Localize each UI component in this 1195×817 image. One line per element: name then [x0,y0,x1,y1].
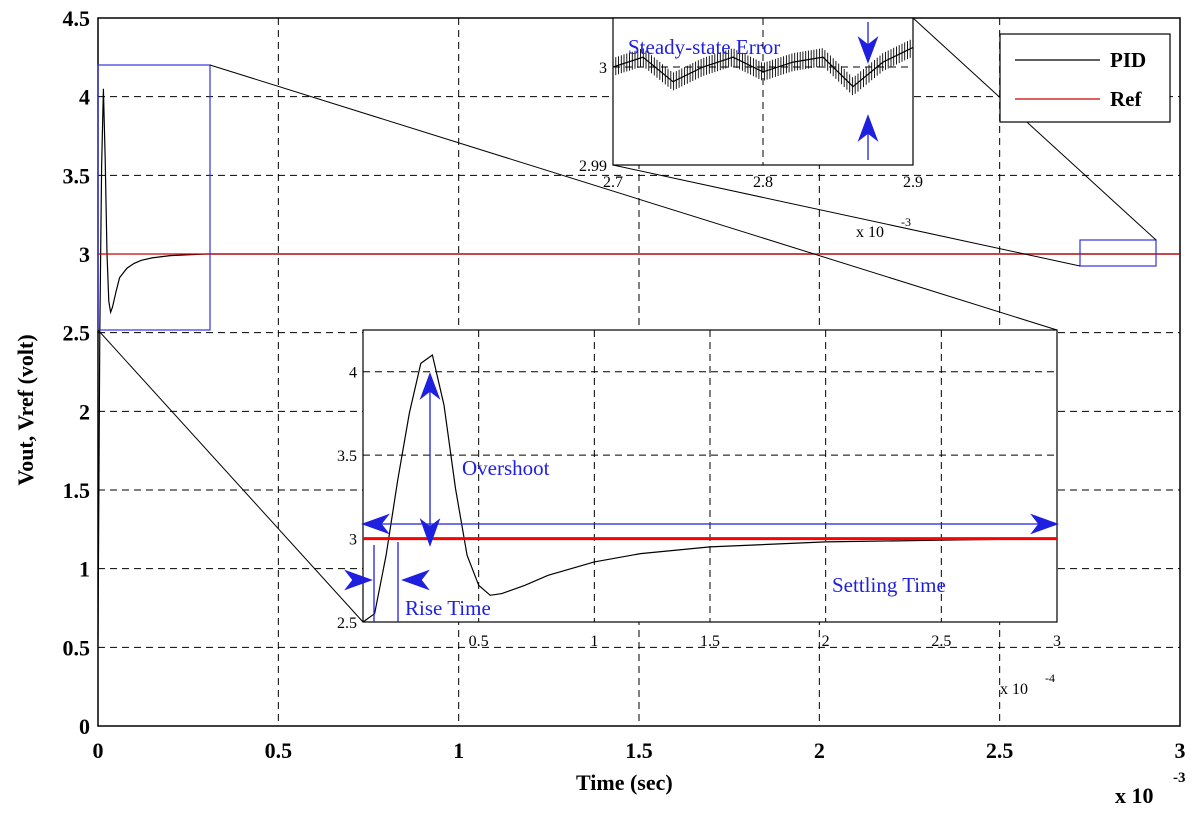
rise-time-arrowhead-left [344,569,373,591]
x-tick-label: 1.5 [625,738,653,763]
x-tick-label: 2.7 [603,174,623,191]
x-tick-label: 2.5 [931,633,951,650]
x-tick-label: 0.5 [265,738,293,763]
x-tick-label: 2.8 [753,174,773,191]
steady-state-arrowhead-bottom [857,114,879,142]
y-tick-label: 3 [599,60,607,77]
steady-state-arrows [857,22,879,160]
annotation-steady-state-error: Steady-state Error [628,35,780,59]
x-tick-label: 2 [822,633,830,650]
x-axis-multiplier: x 10 [1115,783,1154,808]
y-tick-label: 2.5 [337,615,357,632]
zoom-box-steady [1079,239,1157,267]
y-tick-label: 1 [79,557,90,582]
inset-steady-grid [613,18,913,165]
y-tick-label: 2 [79,399,90,424]
legend-label-pid: PID [1110,48,1146,72]
inset-steady-multiplier: x 10 [856,224,884,241]
y-tick-label: 3.5 [63,163,91,188]
x-tick-label: 3 [1053,633,1061,650]
inset-steady-xticks: 2.7 2.8 2.9 [603,174,923,191]
steady-state-arrowhead-top [857,36,879,64]
inset-settling-multiplier: x 10 [1000,681,1028,698]
y-tick-label: 2.5 [63,321,91,346]
zoom-connectors [97,17,1157,623]
rise-time-arrowhead-right [401,569,430,591]
y-tick-label: 0.5 [63,635,91,660]
x-tick-label: 3 [1175,738,1186,763]
y-tick-label: 1.5 [63,478,91,503]
inset-settling-series [362,353,1058,623]
annotation-settling-time: Settling Time [832,573,946,597]
inset-settling-xticks: 0.5 1 1.5 2 2.5 3 [469,633,1061,650]
connector-line [209,64,1058,331]
main-yticks: 0 0.5 1 1.5 2 2.5 3 3.5 4 4.5 [63,6,91,739]
connector-line [97,329,364,623]
x-axis-multiplier-exponent: -3 [1173,770,1186,786]
y-tick-label: 3 [349,532,357,549]
inset-settling-multiplier-exponent: -4 [1045,671,1055,685]
y-tick-label: 0 [79,714,90,739]
settling-arrowhead-left [361,513,390,535]
annotation-arrows [344,372,1059,622]
x-tick-label: 0 [93,738,104,763]
overshoot-arrowhead-top [419,372,441,400]
main-series [97,88,1180,640]
y-axis-label: Vout, Vref (volt) [13,334,38,485]
legend-label-ref: Ref [1110,87,1142,111]
connector-line [912,17,1157,241]
overshoot-arrowhead-bottom [419,518,441,547]
y-tick-label: 4.5 [63,6,91,31]
x-tick-label: 1.5 [700,633,720,650]
y-tick-label: 4 [79,85,90,110]
y-tick-label: 3 [79,242,90,267]
series-line-pid [97,88,1180,640]
x-tick-label: 1 [453,738,464,763]
settling-arrowhead-right [1030,513,1059,535]
annotation-overshoot: Overshoot [462,456,550,480]
y-tick-label: 4 [349,365,357,382]
series-ripple-pid [612,38,914,96]
y-tick-label: 3.5 [337,448,357,465]
legend-box [999,33,1171,123]
series-line-pid [612,46,914,88]
inset-steady-series [612,38,914,96]
connector-line [612,164,1081,267]
x-tick-label: 2.9 [903,174,923,191]
annotation-rise-time: Rise Time [405,596,491,620]
legend: PID Ref [999,33,1171,123]
x-axis-label: Time (sec) [576,770,673,795]
inset-steady-plot: 2.7 2.8 2.9 2.99 3 x 10 -3 Steady-state Err… [579,17,923,241]
x-tick-label: 0.5 [469,633,489,650]
inset-settling-yticks: 2.5 3 3.5 4 [337,365,357,632]
series-line-pid [362,353,1058,623]
y-tick-label: 2.99 [579,158,607,175]
zoom-box-transient [97,64,211,331]
x-tick-label: 1 [590,633,598,650]
inset-steady-yticks: 2.99 3 [579,60,607,175]
inset-steady-multiplier-exponent: -3 [901,215,911,229]
x-tick-label: 2 [814,738,825,763]
inset-settling-plot: 0.5 1 1.5 2 2.5 3 2.533.54 x 10 -4 Overshoot … [337,329,1061,698]
x-tick-label: 2.5 [986,738,1014,763]
main-xticks: 0 0.5 1 1.5 2 2.5 3 [93,738,1186,763]
